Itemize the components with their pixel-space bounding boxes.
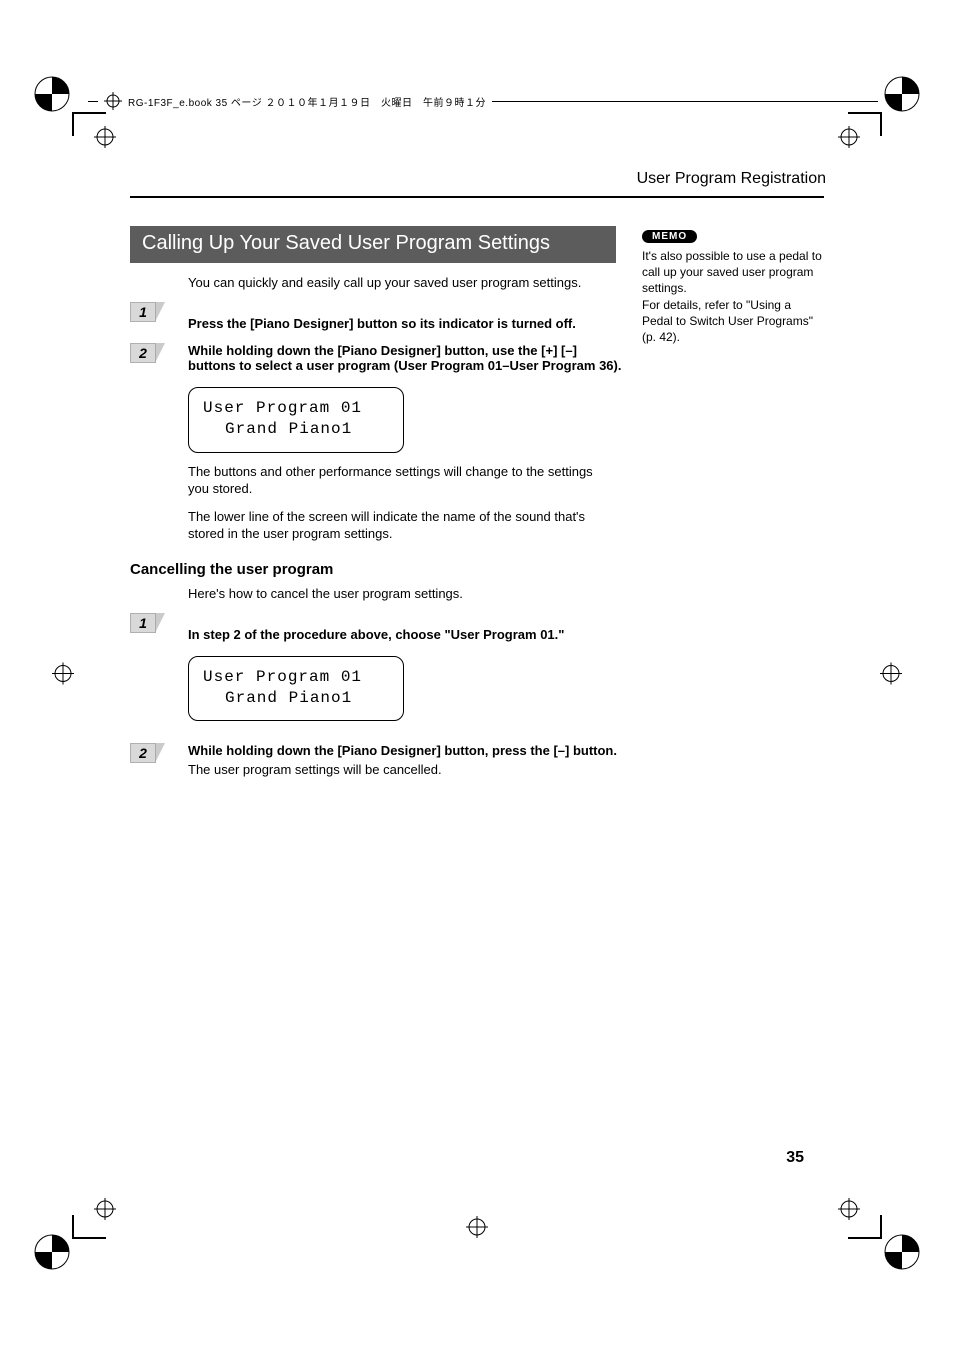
reg-pinwheel-tl-icon: [34, 76, 70, 117]
reg-crosshair-icon: [838, 126, 860, 153]
body-paragraph: The lower line of the screen will indica…: [188, 508, 608, 543]
section-rule: [130, 196, 824, 198]
crop-bar: [72, 1237, 106, 1239]
crop-bar: [72, 1215, 74, 1239]
step-number-badge: 1: [130, 613, 160, 637]
left-column: Calling Up Your Saved User Program Setti…: [130, 226, 622, 777]
reg-crosshair-icon: [94, 126, 116, 153]
page-number: 35: [786, 1149, 804, 1167]
step-row: 1 Press the [Piano Designer] button so i…: [130, 302, 622, 331]
lcd-line2: Grand Piano1: [203, 688, 389, 709]
reg-crosshair-icon: [466, 1216, 488, 1243]
lcd-line1: User Program 01: [203, 398, 389, 419]
main-content: Calling Up Your Saved User Program Setti…: [130, 226, 824, 777]
step-number: 2: [130, 743, 156, 763]
crop-bar: [880, 112, 882, 136]
reg-crosshair-icon: [52, 662, 74, 689]
step-number: 1: [130, 613, 156, 633]
step-number-badge: 2: [130, 743, 160, 767]
step-number: 1: [130, 302, 156, 322]
reg-crosshair-icon: [838, 1198, 860, 1225]
intro-text: Here's how to cancel the user program se…: [188, 586, 608, 601]
lcd-display: User Program 01 Grand Piano1: [188, 656, 404, 722]
reg-pinwheel-br-icon: [884, 1234, 920, 1275]
section-header: User Program Registration: [637, 170, 826, 188]
title-bar: Calling Up Your Saved User Program Setti…: [130, 226, 616, 263]
running-head-text: RG-1F3F_e.book 35 ページ ２０１０年１月１９日 火曜日 午前９…: [128, 94, 486, 109]
reg-pinwheel-bl-icon: [34, 1234, 70, 1275]
memo-badge: MEMO: [642, 230, 697, 243]
crop-bar: [72, 112, 106, 114]
runhead-rule: [88, 101, 98, 102]
step-text-plain: The user program settings will be cancel…: [188, 762, 622, 777]
step-text: Press the [Piano Designer] button so its…: [188, 316, 622, 331]
right-column: MEMO It's also possible to use a pedal t…: [642, 226, 824, 777]
page: RG-1F3F_e.book 35 ページ ２０１０年１月１９日 火曜日 午前９…: [0, 0, 954, 1351]
reg-pinwheel-tr-icon: [884, 76, 920, 117]
step-text: While holding down the [Piano Designer] …: [188, 743, 622, 777]
crop-bar: [848, 1237, 882, 1239]
step-row: 2 While holding down the [Piano Designer…: [130, 743, 622, 777]
lcd-line2: Grand Piano1: [203, 419, 389, 440]
reg-crosshair-icon: [94, 1198, 116, 1225]
step-text: While holding down the [Piano Designer] …: [188, 343, 622, 373]
subheading: Cancelling the user program: [130, 561, 622, 578]
reg-crosshair-icon: [880, 662, 902, 689]
step-text: In step 2 of the procedure above, choose…: [188, 627, 622, 642]
step-row: 1 In step 2 of the procedure above, choo…: [130, 613, 622, 642]
crop-bar: [72, 112, 74, 136]
target-icon: [104, 92, 122, 110]
memo-text: It's also possible to use a pedal to cal…: [642, 248, 824, 345]
step-number-badge: 2: [130, 343, 160, 367]
running-head: RG-1F3F_e.book 35 ページ ２０１０年１月１９日 火曜日 午前９…: [88, 92, 878, 110]
step-number: 2: [130, 343, 156, 363]
lcd-line1: User Program 01: [203, 667, 389, 688]
step-number-badge: 1: [130, 302, 160, 326]
step-text-bold: While holding down the [Piano Designer] …: [188, 743, 622, 758]
lcd-display: User Program 01 Grand Piano1: [188, 387, 404, 453]
intro-text: You can quickly and easily call up your …: [188, 275, 608, 290]
step-row: 2 While holding down the [Piano Designer…: [130, 343, 622, 373]
runhead-rule: [492, 101, 878, 102]
crop-bar: [880, 1215, 882, 1239]
body-paragraph: The buttons and other performance settin…: [188, 463, 608, 498]
crop-bar: [848, 112, 882, 114]
